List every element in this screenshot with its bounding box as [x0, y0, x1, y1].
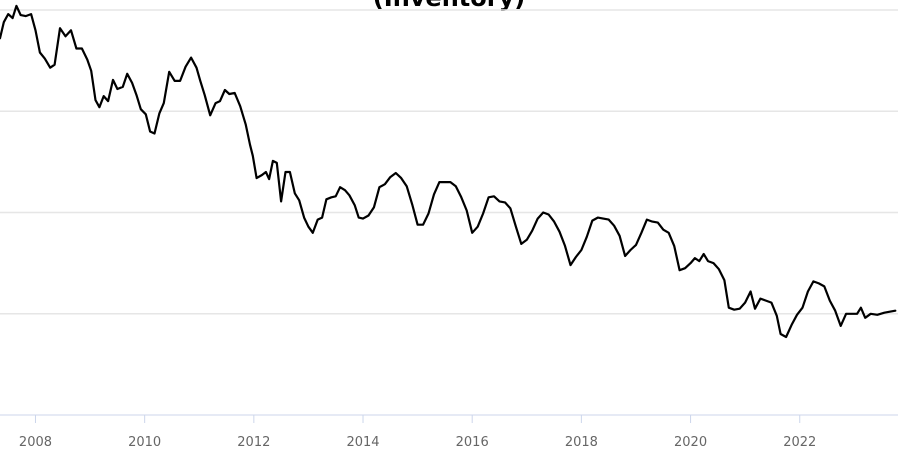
- chart-title: (Inventory): [0, 0, 898, 12]
- x-tick-label: 2020: [674, 435, 707, 450]
- x-tick-label: 2008: [19, 435, 52, 450]
- x-tick-label: 2014: [346, 435, 379, 450]
- gridlines: [0, 9, 898, 315]
- x-tick-label: 2012: [237, 435, 270, 450]
- x-tick-label: 2022: [783, 435, 816, 450]
- x-tick-label: 2010: [128, 435, 161, 450]
- x-tick-label: 2018: [565, 435, 598, 450]
- series-line: [0, 4, 897, 339]
- x-tick-label: 2016: [456, 435, 489, 450]
- x-axis: 2008 2010 2012 2014 2016 2018 2020 2022: [0, 414, 898, 450]
